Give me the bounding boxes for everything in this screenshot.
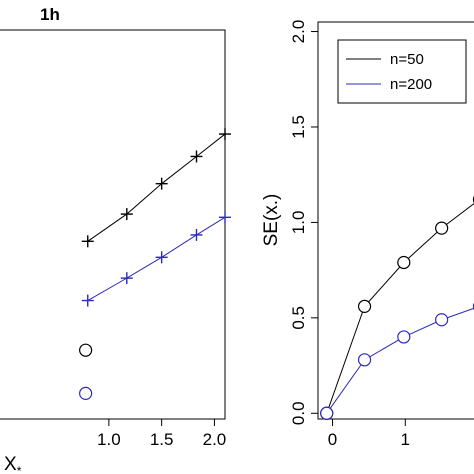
legend-box [337, 39, 467, 104]
right-y-ticks: 0.0 0.5 1.0 1.5 2.0 [289, 20, 318, 425]
right-data-point [357, 299, 372, 313]
right-data-point [320, 406, 334, 420]
right-x-tick-label: 1 [401, 430, 410, 449]
right-plot-frame [317, 21, 474, 420]
left-series-line-1 [87, 216, 226, 301]
left-data-point [155, 177, 168, 190]
right-data-point [435, 221, 449, 235]
left-x-tick-label: 1.5 [150, 430, 174, 449]
left-x-axis-label-main: X [4, 454, 17, 474]
right-series-line-1 [326, 307, 474, 414]
right-y-tick-label: 0.5 [289, 306, 308, 330]
left-plot-frame [0, 29, 226, 420]
left-x-ticks: 1.0 1.5 2.0 [97, 419, 226, 449]
left-data-point [79, 386, 93, 400]
legend-label-n200: n=200 [390, 76, 432, 93]
legend: n=50 n=200 [337, 39, 467, 104]
left-panel: 1h 1.0 1.5 2.0 X* [0, 5, 231, 474]
left-x-axis-label: X* [4, 454, 22, 474]
left-data-point [219, 211, 231, 224]
left-data-point [190, 150, 203, 163]
left-data-point [190, 228, 203, 241]
left-data-point [155, 251, 168, 264]
right-series-group [320, 195, 474, 420]
right-data-point [435, 313, 449, 327]
left-x-tick-label: 2.0 [203, 430, 227, 449]
right-y-axis-label: SE(x.) [261, 194, 282, 247]
left-panel-title: 1h [40, 5, 60, 24]
left-data-point [219, 128, 231, 141]
right-y-tick-label: 0.0 [289, 401, 308, 425]
right-data-point [357, 353, 372, 367]
left-x-axis-label-sub: * [17, 464, 22, 474]
left-data-point [120, 272, 133, 285]
left-data-point [120, 208, 133, 221]
right-data-point [397, 330, 411, 344]
left-data-point [79, 343, 93, 357]
legend-label-n50: n=50 [390, 51, 424, 68]
left-data-point [81, 294, 94, 307]
right-data-point [397, 255, 411, 270]
right-y-tick-label: 2.0 [289, 20, 308, 44]
left-data-point [81, 235, 94, 248]
right-y-tick-label: 1.0 [289, 211, 308, 235]
right-x-tick-label: 0 [328, 430, 337, 449]
left-series-group [79, 128, 231, 400]
left-series-line-0 [87, 133, 226, 242]
left-x-tick-label: 1.0 [97, 430, 121, 449]
right-y-tick-label: 1.5 [289, 115, 308, 139]
